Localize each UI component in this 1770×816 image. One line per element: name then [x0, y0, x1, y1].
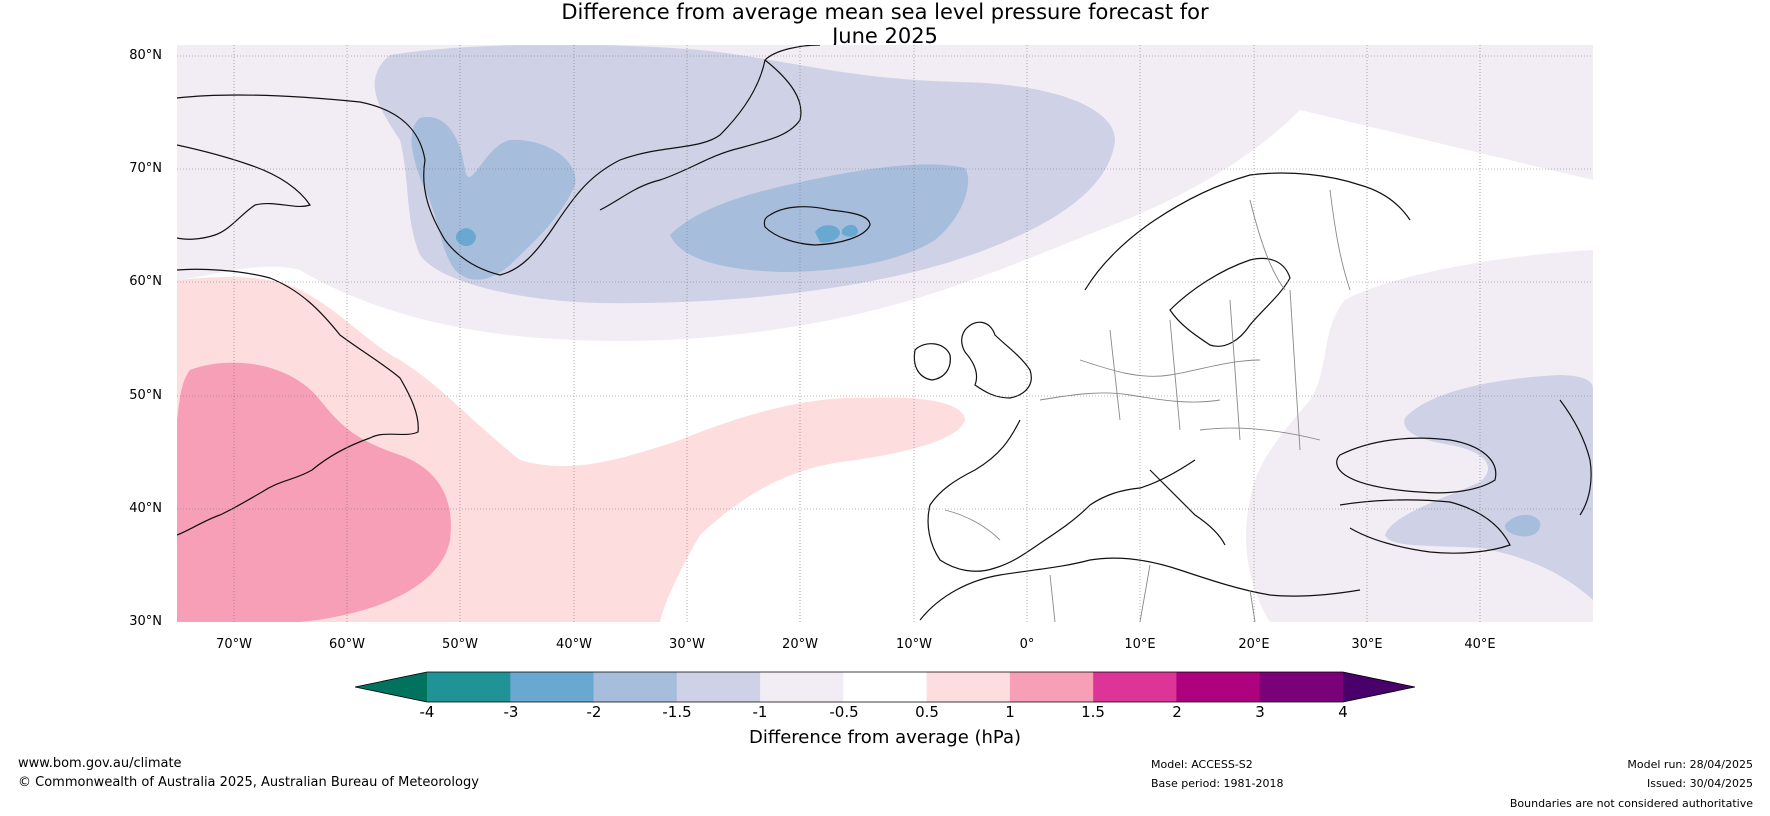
- issued-text: Issued: 30/04/2025: [1646, 777, 1753, 790]
- model-text: Model: ACCESS-S2: [1151, 758, 1253, 771]
- map-title: Difference from average mean sea level p…: [0, 0, 1770, 48]
- colorbar-bin: [593, 672, 678, 702]
- colorbar-tick: 1.5: [1081, 703, 1105, 721]
- colorbar-bin: [1093, 672, 1178, 702]
- anomaly-region-greenland-low-core-west: [411, 117, 576, 280]
- lat-label-70n: 70°N: [129, 161, 162, 176]
- colorbar-bin: [926, 672, 1011, 702]
- title-line-2: June 2025: [832, 24, 938, 48]
- coastline-north-africa: [919, 557, 1361, 621]
- anomaly-region-greenland-low-core-east: [670, 164, 969, 272]
- disclaimer-text: Boundaries are not considered authoritat…: [1509, 797, 1753, 810]
- colorbar-tick: 4: [1338, 703, 1348, 721]
- anomaly-region-greenland-low-peak-west: [455, 228, 476, 246]
- coastline-ireland: [913, 343, 951, 381]
- coastline-britain: [961, 321, 1032, 399]
- colorbar-tick: -2: [586, 703, 602, 721]
- lon-label-70w: 70°W: [216, 637, 252, 652]
- colorbar-bin: [843, 672, 928, 702]
- anomaly-region-nova-scotia-high: [177, 362, 451, 622]
- colorbar-tick: -1.5: [662, 703, 692, 721]
- lon-label-50w: 50°W: [442, 637, 478, 652]
- colorbar-tick: 2: [1172, 703, 1182, 721]
- coastline-baffin: [177, 144, 311, 240]
- colorbar-tick: 0.5: [915, 703, 939, 721]
- lat-label-40n: 40°N: [129, 501, 162, 516]
- colorbar-bin: [760, 672, 844, 702]
- lon-label-10w: 10°W: [896, 637, 932, 652]
- colorbar-bin: [427, 672, 511, 702]
- lon-label-40e: 40°E: [1464, 637, 1496, 652]
- colorbar-tick: -4: [419, 703, 435, 721]
- colorbar-bin: [1176, 672, 1261, 702]
- base-period-text: Base period: 1981-2018: [1151, 777, 1284, 790]
- coastline-greenland: [177, 45, 821, 276]
- lat-label-80n: 80°N: [129, 48, 162, 63]
- website-link[interactable]: www.bom.gov.au/climate: [18, 756, 182, 771]
- coastline-labrador: [177, 268, 419, 536]
- colorbar-tick: -3: [503, 703, 519, 721]
- colorbar-bin: [1009, 672, 1094, 702]
- coastline-greenland-east: [599, 59, 802, 211]
- coastline-italy: [1149, 469, 1226, 546]
- colorbar: [354, 671, 1416, 703]
- country-borders: [944, 189, 1351, 622]
- map-area: [177, 45, 1593, 622]
- border-europe-4: [1199, 427, 1321, 441]
- title-line-1: Difference from average mean sea level p…: [561, 0, 1209, 24]
- lon-label-0: 0°: [1019, 637, 1035, 652]
- border-europe-3: [1109, 289, 1301, 451]
- coastlines: [177, 45, 1592, 621]
- colorbar-over-triangle: [1342, 672, 1415, 702]
- colorbar-bin: [1259, 672, 1344, 702]
- lat-label-60n: 60°N: [129, 274, 162, 289]
- copyright-text: © Commonwealth of Australia 2025, Austra…: [18, 775, 479, 790]
- colorbar-outline: [354, 671, 1416, 703]
- coastline-scandinavia: [1169, 257, 1291, 347]
- coastline-europe-west: [927, 419, 1196, 572]
- lat-label-30n: 30°N: [129, 614, 162, 629]
- border-europe-1: [1039, 392, 1221, 403]
- border-iberia: [944, 509, 1001, 541]
- coastline-caspian: [1559, 399, 1592, 516]
- border-scandinavia: [1249, 189, 1351, 291]
- coastline-black-sea: [1336, 437, 1497, 494]
- anomaly-region-black-sea-low: [1385, 375, 1593, 600]
- colorbar-label: Difference from average (hPa): [748, 727, 1022, 748]
- coastline-turkey: [1339, 499, 1511, 554]
- colorbar-bin: [676, 672, 761, 702]
- colorbar-bin: [510, 672, 595, 702]
- graticule: [177, 45, 1593, 622]
- lat-label-50n: 50°N: [129, 388, 162, 403]
- lon-label-20w: 20°W: [782, 637, 818, 652]
- colorbar-under-triangle: [355, 672, 427, 702]
- border-europe-2: [1079, 359, 1261, 377]
- model-run-text: Model run: 28/04/2025: [1627, 758, 1753, 771]
- lon-label-30w: 30°W: [669, 637, 705, 652]
- border-north-africa: [1049, 564, 1256, 622]
- lon-label-40w: 40°W: [556, 637, 592, 652]
- lon-label-10e: 10°E: [1124, 637, 1156, 652]
- colorbar-tick: 3: [1255, 703, 1265, 721]
- colorbar-tick: -1: [752, 703, 768, 721]
- lon-label-30e: 30°E: [1351, 637, 1383, 652]
- lon-label-20e: 20°E: [1238, 637, 1270, 652]
- anomaly-region-greenland-low-peak-east: [815, 224, 858, 243]
- colorbar-tick: 1: [1005, 703, 1015, 721]
- anomaly-region-turkey-low-core: [1504, 514, 1541, 537]
- coastline-norway: [1084, 172, 1411, 291]
- coastline-iceland: [763, 206, 871, 246]
- colorbar-tick: -0.5: [829, 703, 859, 721]
- lon-label-60w: 60°W: [329, 637, 365, 652]
